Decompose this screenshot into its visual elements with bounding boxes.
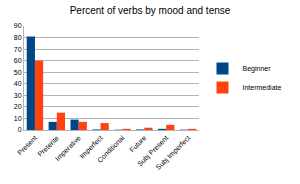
svg-text:Imperfect: Imperfect bbox=[78, 134, 104, 160]
svg-text:Subj Present: Subj Present bbox=[136, 134, 170, 168]
svg-text:20: 20 bbox=[14, 103, 22, 110]
svg-text:90: 90 bbox=[14, 22, 22, 29]
svg-text:0: 0 bbox=[18, 126, 22, 133]
svg-text:Present: Present bbox=[16, 134, 38, 156]
svg-text:40: 40 bbox=[14, 80, 22, 87]
svg-text:Conditional: Conditional bbox=[96, 134, 126, 164]
svg-text:Intermediate: Intermediate bbox=[243, 84, 282, 91]
svg-text:Future: Future bbox=[128, 134, 147, 153]
svg-text:30: 30 bbox=[14, 92, 22, 99]
svg-text:Imperative: Imperative bbox=[54, 134, 83, 163]
svg-text:60: 60 bbox=[14, 57, 22, 64]
svg-text:80: 80 bbox=[14, 34, 22, 41]
svg-text:Preterite: Preterite bbox=[36, 134, 60, 158]
svg-text:70: 70 bbox=[14, 46, 22, 53]
svg-text:Beginner: Beginner bbox=[243, 65, 272, 73]
svg-text:Subj Imperfect: Subj Imperfect bbox=[154, 134, 192, 172]
svg-text:50: 50 bbox=[14, 69, 22, 76]
svg-text:Percent of verbs by mood and t: Percent of verbs by mood and tense bbox=[70, 5, 231, 16]
svg-text:10: 10 bbox=[14, 115, 22, 122]
